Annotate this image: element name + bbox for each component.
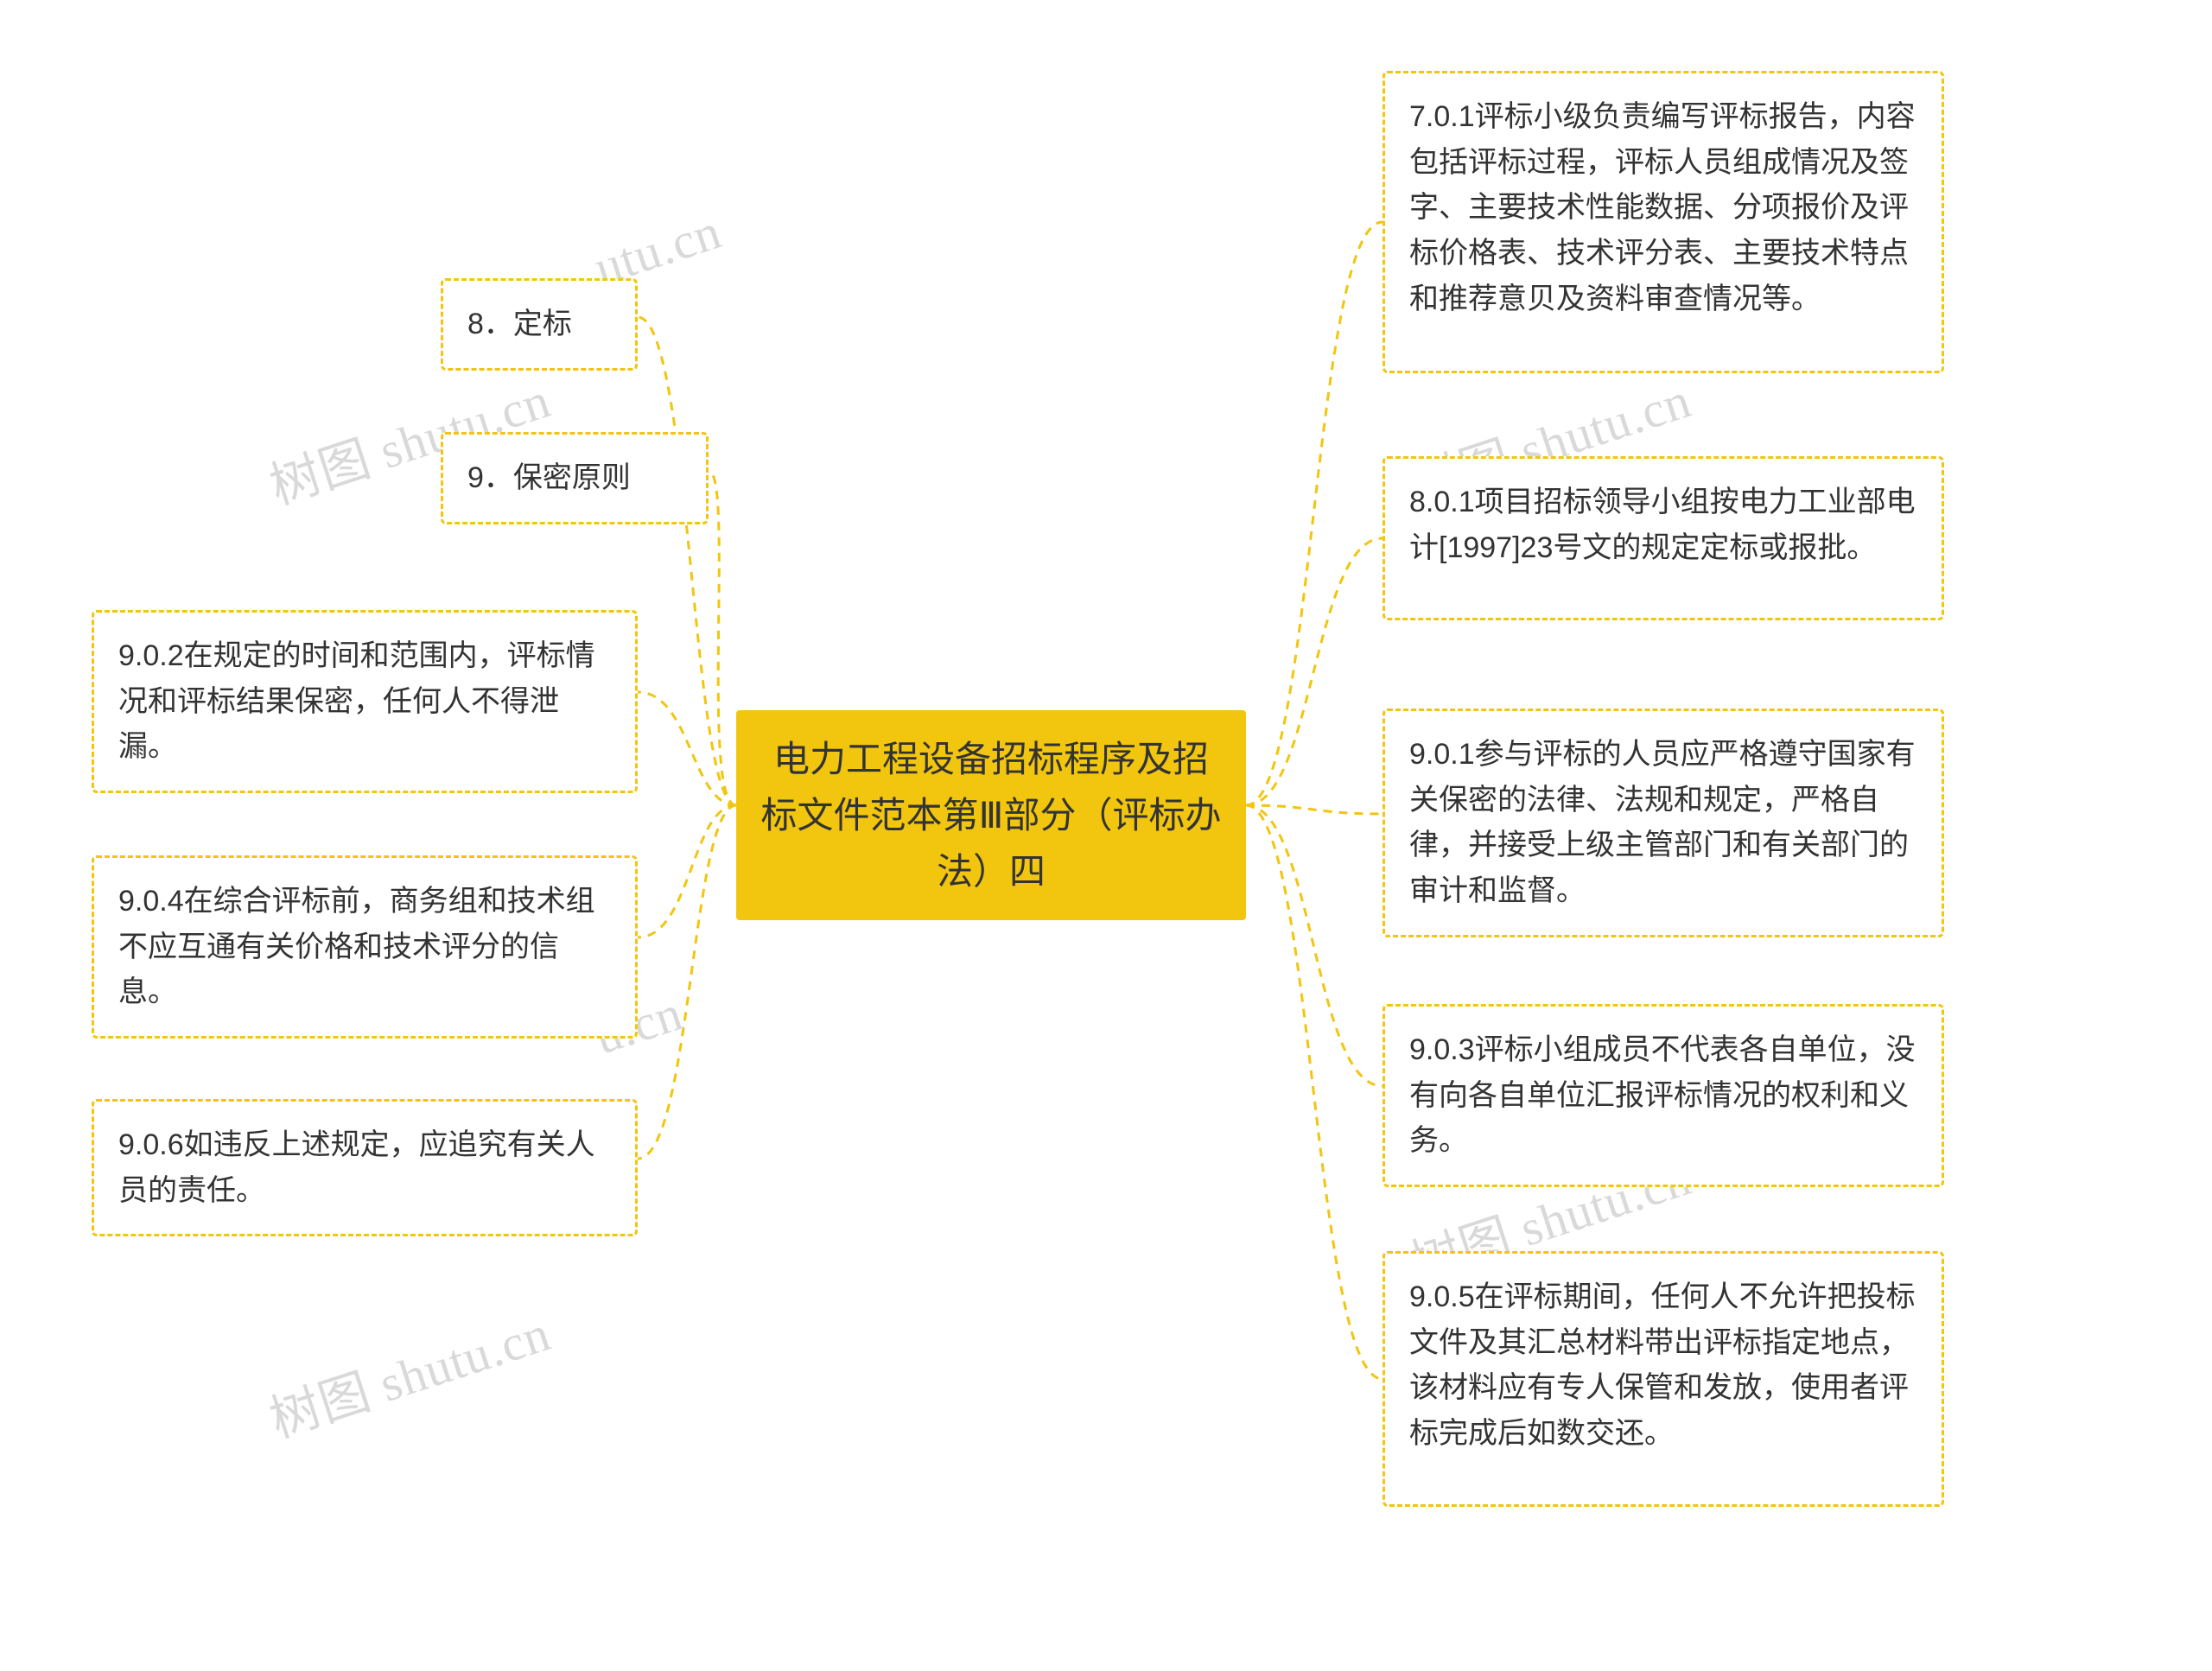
watermark: 树图 shutu.cn bbox=[259, 1293, 558, 1452]
right-node-text: 9.0.5在评标期间，任何人不允许把投标文件及其汇总材料带出评标指定地点，该材料… bbox=[1409, 1280, 1916, 1450]
right-node-R4: 9.0.3评标小组成员不代表各自单位，没有向各自单位汇报评标情况的权利和义务。 bbox=[1382, 1004, 1944, 1187]
left-node-L3: 9.0.2在规定的时间和范围内，评标情况和评标结果保密，任何人不得泄漏。 bbox=[92, 610, 638, 793]
edge-center-L5 bbox=[638, 805, 736, 1159]
left-node-L1: 8．定标 bbox=[441, 278, 638, 371]
left-node-L5: 9.0.6如违反上述规定，应追究有关人员的责任。 bbox=[92, 1099, 638, 1236]
edge-center-R5 bbox=[1246, 805, 1382, 1379]
edge-center-L4 bbox=[638, 805, 736, 937]
right-node-R3: 9.0.1参与评标的人员应严格遵守国家有关保密的法律、法规和规定，严格自律，并接… bbox=[1382, 708, 1944, 937]
right-node-text: 7.0.1评标小级负责编写评标报告，内容包括评标过程，评标人员组成情况及签字、主… bbox=[1409, 100, 1916, 315]
center-node-text: 电力工程设备招标程序及招标文件范本第Ⅲ部分（评标办法）四 bbox=[761, 739, 1222, 892]
edge-center-L1 bbox=[638, 317, 736, 805]
right-node-R2: 8.0.1项目招标领导小组按电力工业部电计[1997]23号文的规定定标或报批。 bbox=[1382, 456, 1944, 620]
left-node-text: 9.0.2在规定的时间和范围内，评标情况和评标结果保密，任何人不得泄漏。 bbox=[118, 639, 595, 763]
right-node-R5: 9.0.5在评标期间，任何人不允许把投标文件及其汇总材料带出评标指定地点，该材料… bbox=[1382, 1251, 1944, 1507]
left-node-text: 8．定标 bbox=[467, 308, 572, 340]
right-node-text: 8.0.1项目招标领导小组按电力工业部电计[1997]23号文的规定定标或报批。 bbox=[1409, 486, 1916, 564]
center-node: 电力工程设备招标程序及招标文件范本第Ⅲ部分（评标办法）四 bbox=[736, 710, 1246, 920]
right-node-R1: 7.0.1评标小级负责编写评标报告，内容包括评标过程，评标人员组成情况及签字、主… bbox=[1382, 71, 1944, 373]
left-node-text: 9.0.6如违反上述规定，应追究有关人员的责任。 bbox=[118, 1128, 595, 1207]
left-node-text: 9．保密原则 bbox=[467, 461, 631, 494]
left-node-text: 9.0.4在综合评标前，商务组和技术组不应互通有关价格和技术评分的信息。 bbox=[118, 885, 595, 1008]
left-node-L4: 9.0.4在综合评标前，商务组和技术组不应互通有关价格和技术评分的信息。 bbox=[92, 855, 638, 1039]
edge-center-R2 bbox=[1246, 538, 1382, 805]
left-node-L2: 9．保密原则 bbox=[441, 432, 709, 524]
right-node-text: 9.0.1参与评标的人员应严格遵守国家有关保密的法律、法规和规定，严格自律，并接… bbox=[1409, 738, 1916, 907]
right-node-text: 9.0.3评标小组成员不代表各自单位，没有向各自单位汇报评标情况的权利和义务。 bbox=[1409, 1033, 1916, 1157]
edge-center-R1 bbox=[1246, 222, 1382, 805]
edge-center-R3 bbox=[1246, 805, 1382, 814]
edge-center-R4 bbox=[1246, 805, 1382, 1086]
edge-center-L2 bbox=[709, 471, 736, 805]
edge-center-L3 bbox=[638, 692, 736, 805]
